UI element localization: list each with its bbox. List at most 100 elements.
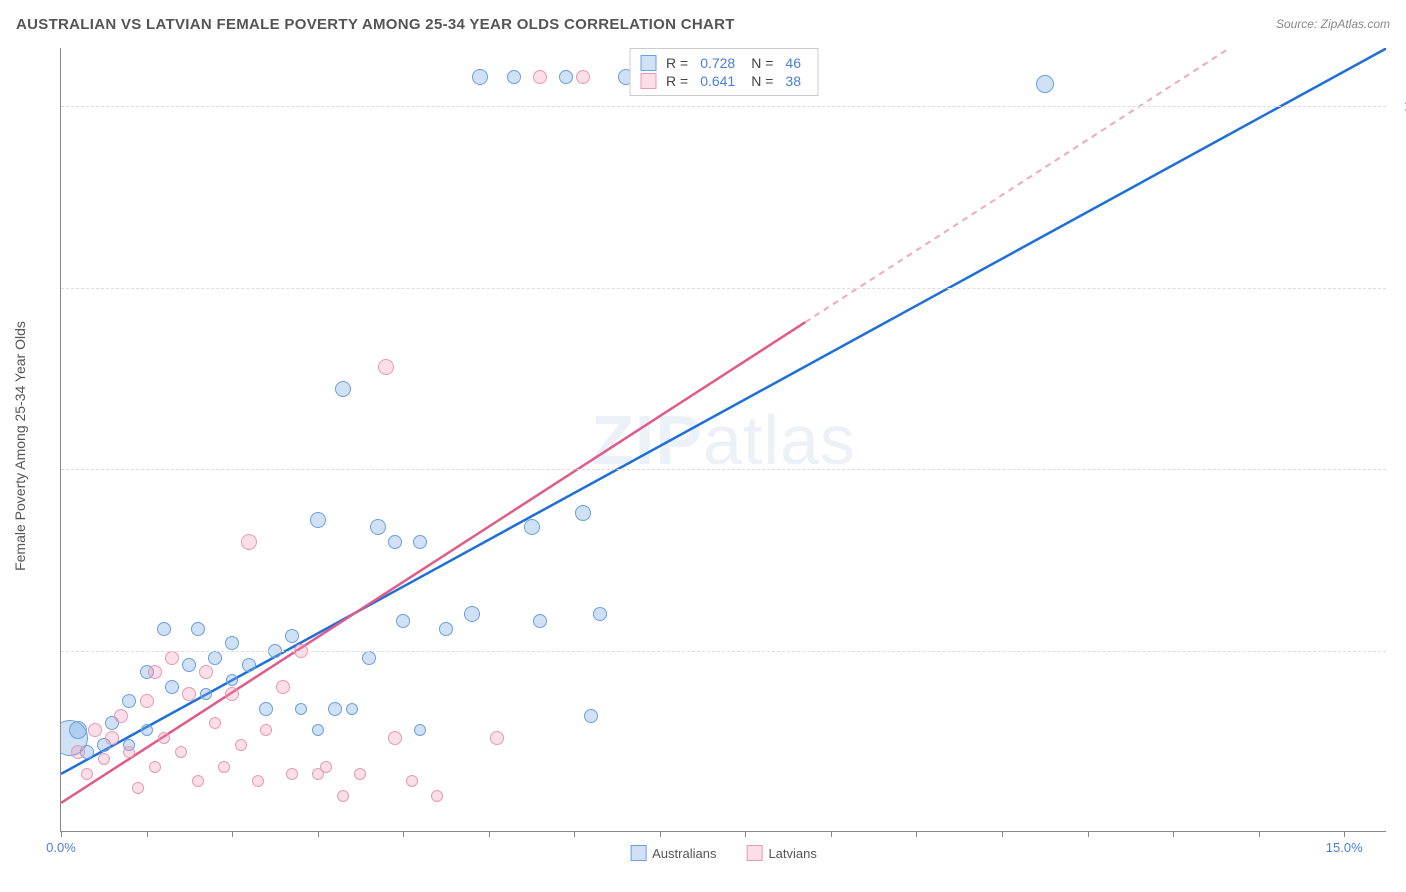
legend-item-australians: Australians (630, 845, 716, 861)
plot-clip (61, 48, 1386, 831)
legend: Australians Latvians (630, 845, 817, 861)
xtick (1088, 831, 1089, 837)
trend-lines-layer (61, 48, 1386, 831)
data-point (157, 622, 171, 636)
data-point (242, 658, 256, 672)
data-point (354, 768, 366, 780)
y-axis-label: Female Poverty Among 25-34 Year Olds (12, 321, 28, 571)
data-point (388, 731, 402, 745)
legend-swatch-b (746, 845, 762, 861)
data-point (335, 381, 351, 397)
data-point (225, 636, 239, 650)
gridline (61, 469, 1386, 470)
gridline (61, 651, 1386, 652)
data-point (388, 535, 402, 549)
data-point (533, 70, 547, 84)
xtick (660, 831, 661, 837)
xtick (574, 831, 575, 837)
ytick-label: 25.0% (1393, 643, 1406, 658)
data-point (533, 614, 547, 628)
data-point (225, 687, 239, 701)
legend-swatch-a (630, 845, 646, 861)
n-value-a: 46 (785, 55, 801, 71)
data-point (218, 761, 230, 773)
data-point (226, 674, 238, 686)
data-point (199, 665, 213, 679)
data-point (158, 732, 170, 744)
chart-source: Source: ZipAtlas.com (1276, 17, 1390, 31)
data-point (584, 709, 598, 723)
data-point (414, 724, 426, 736)
data-point (559, 70, 573, 84)
data-point (295, 703, 307, 715)
data-point (406, 775, 418, 787)
data-point (69, 721, 87, 739)
data-point (165, 680, 179, 694)
legend-label-a: Australians (652, 846, 716, 861)
data-point (370, 519, 386, 535)
xtick-label: 15.0% (1326, 840, 1363, 855)
xtick (1344, 831, 1345, 837)
data-point (362, 651, 376, 665)
data-point (132, 782, 144, 794)
data-point (312, 724, 324, 736)
data-point (576, 70, 590, 84)
data-point (1036, 75, 1054, 93)
data-point (182, 658, 196, 672)
gridline (61, 288, 1386, 289)
data-point (575, 505, 591, 521)
xtick (489, 831, 490, 837)
legend-item-latvians: Latvians (746, 845, 816, 861)
xtick (61, 831, 62, 837)
chart-title: AUSTRALIAN VS LATVIAN FEMALE POVERTY AMO… (16, 16, 735, 33)
xtick (318, 831, 319, 837)
xtick (1173, 831, 1174, 837)
data-point (472, 69, 488, 85)
data-point (310, 512, 326, 528)
data-point (208, 651, 222, 665)
data-point (396, 614, 410, 628)
stats-row-latvians: R =0.641 N =38 (640, 73, 807, 89)
chart-plot-area: ZIPatlas R =0.728 N =46 R =0.641 N =38 A… (60, 48, 1386, 832)
data-point (123, 746, 135, 758)
data-point (165, 651, 179, 665)
swatch-latvians (640, 73, 656, 89)
data-point (200, 688, 212, 700)
data-point (439, 622, 453, 636)
data-point (259, 702, 273, 716)
data-point (593, 607, 607, 621)
xtick (831, 831, 832, 837)
trend-line-latvians (61, 322, 805, 803)
data-point (490, 731, 504, 745)
data-point (241, 534, 257, 550)
data-point (114, 709, 128, 723)
data-point (175, 746, 187, 758)
xtick (147, 831, 148, 837)
data-point (71, 745, 85, 759)
data-point (98, 753, 110, 765)
swatch-australians (640, 55, 656, 71)
trend-line-australians (61, 48, 1386, 774)
xtick (403, 831, 404, 837)
data-point (431, 790, 443, 802)
data-point (524, 519, 540, 535)
data-point (209, 717, 221, 729)
trend-line-dash-latvians (805, 48, 1386, 322)
data-point (507, 70, 521, 84)
data-point (192, 775, 204, 787)
chart-header: AUSTRALIAN VS LATVIAN FEMALE POVERTY AMO… (0, 0, 1406, 48)
data-point (346, 703, 358, 715)
data-point (149, 761, 161, 773)
data-point (320, 761, 332, 773)
r-value-a: 0.728 (700, 55, 735, 71)
ytick-label: 75.0% (1393, 280, 1406, 295)
data-point (191, 622, 205, 636)
stats-box: R =0.728 N =46 R =0.641 N =38 (629, 48, 818, 96)
ytick-label: 50.0% (1393, 462, 1406, 477)
stats-row-australians: R =0.728 N =46 (640, 55, 807, 71)
ytick-label: 100.0% (1393, 99, 1406, 114)
data-point (148, 665, 162, 679)
data-point (88, 723, 102, 737)
data-point (140, 694, 154, 708)
data-point (337, 790, 349, 802)
